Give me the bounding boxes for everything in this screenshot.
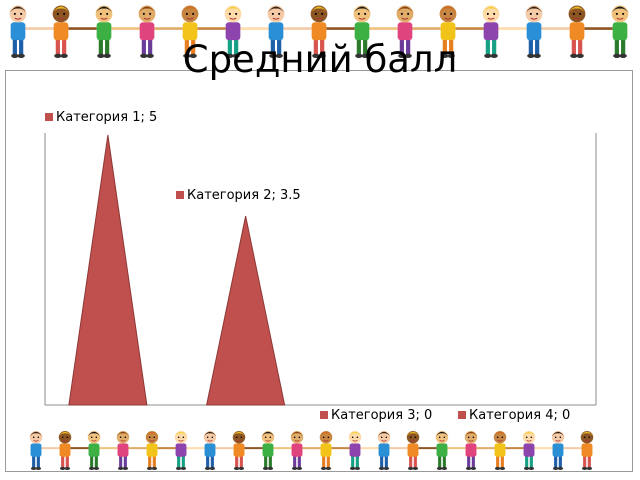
child-figure: [482, 5, 527, 58]
data-label-marker: [176, 191, 184, 199]
children-border-bottom: [29, 431, 594, 470]
child-figure: [319, 431, 350, 470]
child-figure: [464, 431, 495, 470]
children-row: [9, 5, 629, 58]
child-figure: [580, 431, 594, 470]
data-label-marker: [458, 411, 466, 419]
data-label-marker: [320, 411, 328, 419]
child-figure: [406, 431, 437, 470]
child-figure: [181, 5, 226, 58]
child-figure: [138, 5, 183, 58]
child-figure: [267, 5, 312, 58]
child-figure: [203, 431, 234, 470]
chart-marks: [68, 134, 286, 406]
data-label: Категория 3; 0: [331, 408, 432, 423]
child-figure: [522, 431, 553, 470]
data-label: Категория 1; 5: [56, 110, 157, 125]
data-label-marker: [45, 113, 53, 121]
child-figure: [224, 5, 269, 58]
child-figure: [58, 431, 89, 470]
child-figure: [261, 431, 292, 470]
slide-title: Средний балл: [182, 38, 458, 81]
child-figure: [348, 431, 379, 470]
data-label: Категория 4; 0: [469, 408, 570, 423]
child-figure: [525, 5, 570, 58]
data-label: Категория 2; 3.5: [187, 188, 301, 203]
child-figure: [310, 5, 355, 58]
child-figure: [611, 5, 629, 58]
child-figure: [396, 5, 441, 58]
child-figure: [9, 5, 54, 58]
child-figure: [95, 5, 140, 58]
child-figure: [29, 431, 60, 470]
child-figure: [145, 431, 176, 470]
child-figure: [439, 5, 484, 58]
children-border-top: [9, 5, 629, 58]
child-figure: [232, 431, 263, 470]
child-figure: [52, 5, 97, 58]
child-figure: [568, 5, 613, 58]
triangle-bar: [206, 215, 286, 406]
child-figure: [551, 431, 582, 470]
child-figure: [290, 431, 321, 470]
chart-data-labels: Категория 1; 5 Категория 2; 3.5 Категория …: [45, 110, 570, 423]
child-figure: [435, 431, 466, 470]
child-figure: [174, 431, 205, 470]
triangle-bar: [68, 134, 148, 406]
child-figure: [353, 5, 398, 58]
children-row: [29, 431, 594, 470]
child-figure: [87, 431, 118, 470]
child-figure: [493, 431, 524, 470]
child-figure: [377, 431, 408, 470]
child-figure: [116, 431, 147, 470]
